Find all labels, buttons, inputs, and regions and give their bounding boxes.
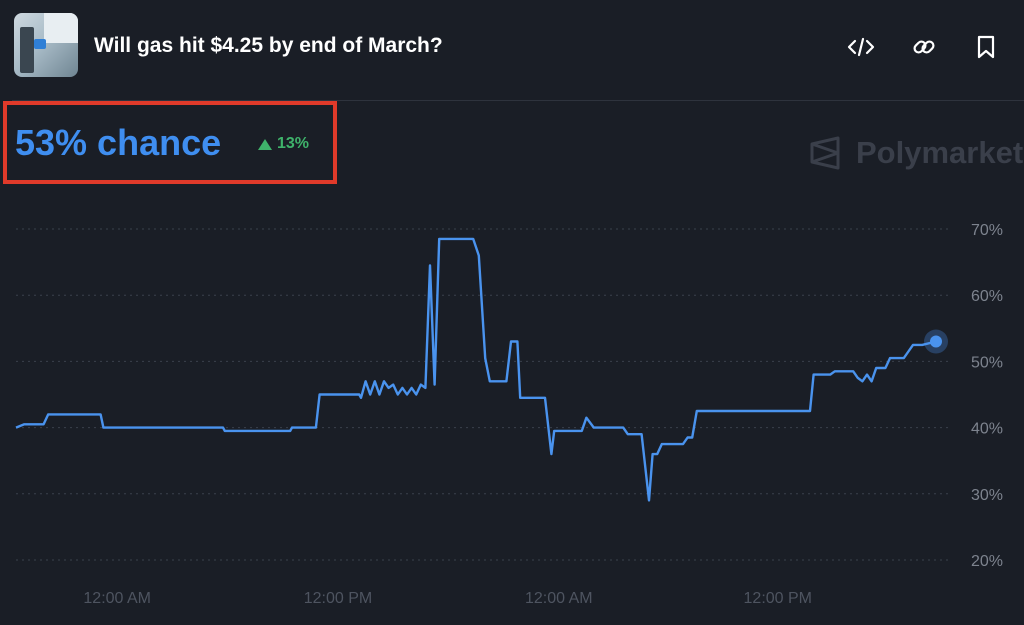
- polymarket-logo-icon: [810, 136, 840, 170]
- change-badge: 13%: [258, 135, 309, 153]
- bookmark-icon[interactable]: [972, 33, 1000, 61]
- series-line: [15, 237, 937, 502]
- series-layer: [15, 237, 948, 502]
- chance-value: 53% chance: [15, 122, 222, 163]
- polymarket-watermark: Polymarket: [808, 135, 1023, 171]
- embed-code-icon[interactable]: [847, 33, 875, 61]
- header-divider: [12, 100, 1024, 101]
- current-point-marker[interactable]: [930, 335, 942, 348]
- highlight-box: [3, 101, 337, 184]
- y-tick-label: 40%: [971, 421, 1003, 438]
- y-tick-label: 70%: [971, 222, 1003, 239]
- gridlines: [16, 228, 950, 561]
- link-icon[interactable]: [910, 33, 938, 61]
- gas-pump-graphic: [20, 27, 34, 73]
- market-thumbnail[interactable]: [14, 13, 78, 77]
- y-tick-label: 60%: [971, 288, 1003, 305]
- x-tick-label: 12:00 AM: [83, 590, 151, 607]
- y-tick-label: 50%: [971, 354, 1003, 371]
- brand-name: Polymarket: [856, 135, 1024, 170]
- x-tick-label: 12:00 PM: [744, 590, 812, 607]
- x-axis-labels: 12:00 AM 12:00 PM 12:00 AM 12:00 PM: [83, 590, 812, 607]
- change-value: 13%: [277, 135, 310, 152]
- y-tick-label: 20%: [971, 553, 1003, 570]
- y-axis-labels: 20% 30% 40% 50% 60% 70%: [971, 222, 1003, 570]
- x-tick-label: 12:00 PM: [304, 590, 372, 607]
- y-tick-label: 30%: [971, 487, 1003, 504]
- thumbnail-sky: [44, 13, 78, 43]
- market-header: Will gas hit $4.25 by end of March?: [0, 0, 1024, 100]
- gas-nozzle-graphic: [34, 39, 46, 49]
- triangle-up-icon: [258, 138, 272, 150]
- x-tick-label: 12:00 AM: [525, 590, 593, 607]
- market-title[interactable]: Will gas hit $4.25 by end of March?: [94, 34, 443, 57]
